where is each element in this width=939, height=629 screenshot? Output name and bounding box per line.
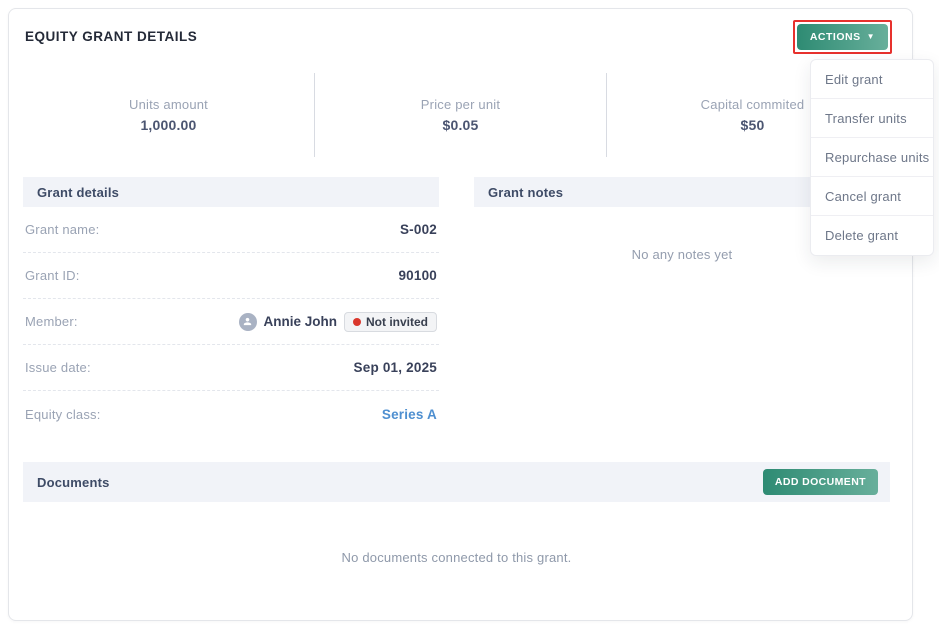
menu-item-cancel-grant[interactable]: Cancel grant — [811, 177, 933, 216]
stat-capital-commited: Capital commited $50 — [606, 73, 898, 157]
detail-label: Issue date: — [25, 360, 91, 375]
stat-label: Capital commited — [700, 97, 805, 112]
menu-item-delete-grant[interactable]: Delete grant — [825, 228, 899, 243]
menu-item-edit-grant[interactable]: Edit grant — [811, 60, 933, 99]
detail-row-member: Member: Annie John Not invited — [23, 299, 439, 345]
menu-item-repurchase-units[interactable]: Repurchase units — [811, 138, 933, 177]
stat-value: 1,000.00 — [140, 117, 197, 133]
annotation-red-box: ACTIONS ▼ — [792, 20, 892, 54]
stat-value: $50 — [740, 117, 765, 133]
equity-grant-details-card: EQUITY GRANT DETAILS ACTIONS ▼ Units amo… — [8, 8, 913, 621]
documents-panel: Documents ADD DOCUMENT No documents conn… — [23, 462, 890, 565]
grant-notes-empty-text: No any notes yet — [631, 247, 733, 262]
member-cell: Annie John Not invited — [238, 311, 437, 332]
grant-details-header: Grant details — [23, 177, 439, 207]
detail-value: 90100 — [398, 268, 437, 283]
add-document-button[interactable]: ADD DOCUMENT — [762, 469, 878, 495]
detail-label: Equity class: — [25, 406, 101, 422]
grant-details-panel: Grant details Grant name: S-002 Grant ID… — [23, 177, 439, 437]
detail-value: S-002 — [399, 222, 437, 237]
stat-units-amount: Units amount 1,000.00 — [23, 73, 314, 157]
stat-label: Units amount — [129, 97, 208, 112]
actions-button-label: ACTIONS — [809, 31, 861, 43]
documents-empty-text: No documents connected to this grant. — [341, 550, 572, 565]
menu-item-transfer-units[interactable]: Transfer units — [811, 99, 933, 138]
actions-button[interactable]: ACTIONS ▼ — [796, 24, 888, 50]
detail-row-issue-date: Issue date: Sep 01, 2025 — [23, 345, 439, 391]
person-icon — [243, 317, 252, 326]
actions-dropdown-menu: Edit grant Transfer units Repurchase uni… — [810, 59, 934, 256]
status-badge-not-invited: Not invited — [344, 311, 437, 332]
red-dot-icon — [353, 317, 361, 326]
detail-value: Sep 01, 2025 — [353, 360, 437, 375]
documents-title: Documents — [37, 474, 110, 490]
stat-label: Price per unit — [420, 97, 501, 112]
page-title: EQUITY GRANT DETAILS — [25, 29, 198, 44]
stats-row: Units amount 1,000.00 Price per unit $0.… — [23, 73, 898, 157]
detail-row-equity-class: Equity class: Series A — [23, 391, 439, 437]
detail-label: Member: — [25, 314, 78, 329]
detail-row-grant-name: Grant name: S-002 — [23, 207, 439, 253]
detail-label: Grant ID: — [25, 268, 80, 283]
member-avatar — [238, 312, 257, 331]
status-badge-label: Not invited — [366, 314, 428, 329]
detail-row-grant-id: Grant ID: 90100 — [23, 253, 439, 299]
detail-label: Grant name: — [25, 222, 100, 237]
stat-price-per-unit: Price per unit $0.05 — [314, 73, 606, 157]
documents-header: Documents ADD DOCUMENT — [23, 462, 890, 502]
chevron-down-icon: ▼ — [866, 32, 875, 41]
equity-class-link[interactable]: Series A — [381, 406, 437, 422]
stat-value: $0.05 — [442, 117, 479, 133]
member-name: Annie John — [263, 314, 338, 329]
